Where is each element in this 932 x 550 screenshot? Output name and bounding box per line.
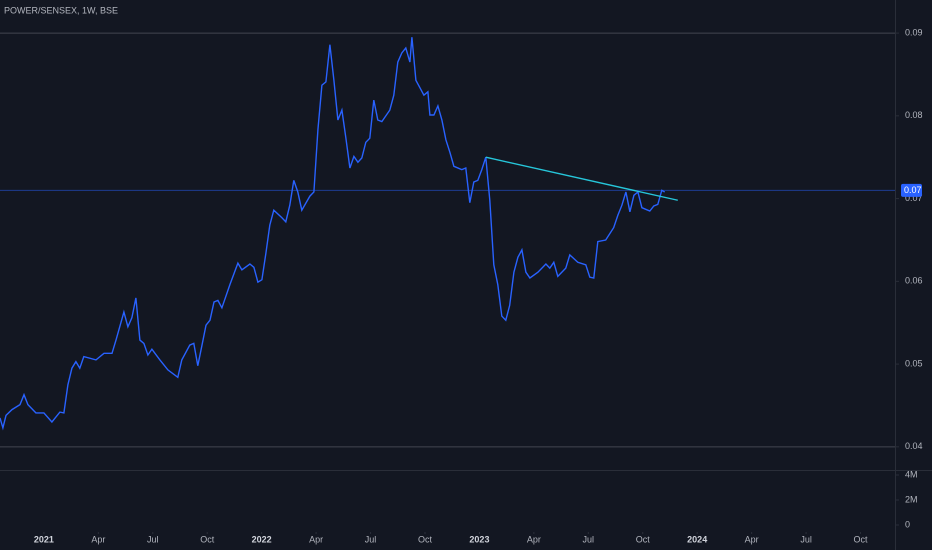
y-tick-label: 0.07 xyxy=(905,193,923,203)
x-tick-label: Oct xyxy=(854,534,869,544)
x-tick-label: Jul xyxy=(800,534,812,544)
x-tick-label: 2021 xyxy=(34,534,54,544)
x-tick-label: 2023 xyxy=(469,534,489,544)
x-tick-label: Oct xyxy=(636,534,651,544)
y-tick-label: 4M xyxy=(905,469,918,479)
y-tick-label: 0.06 xyxy=(905,276,923,286)
chart-title: POWER/SENSEX, 1W, BSE xyxy=(4,5,118,15)
last-price-box xyxy=(901,183,922,197)
x-tick-label: Apr xyxy=(309,534,323,544)
x-tick-label: 2024 xyxy=(687,534,707,544)
y-tick-label: 0.09 xyxy=(905,27,923,37)
trendline xyxy=(485,156,678,201)
x-tick-label: Oct xyxy=(418,534,433,544)
x-tick-label: Apr xyxy=(527,534,541,544)
x-tick-label: Jul xyxy=(147,534,159,544)
x-tick-label: Jul xyxy=(365,534,377,544)
y-tick-label: 0.04 xyxy=(905,441,923,451)
y-tick-label: 0 xyxy=(905,519,910,529)
y-tick-label: 0.05 xyxy=(905,358,923,368)
x-tick-label: Apr xyxy=(91,534,105,544)
y-tick-label: 2M xyxy=(905,494,918,504)
x-tick-label: Oct xyxy=(200,534,215,544)
y-tick-label: 0.08 xyxy=(905,110,923,120)
x-tick-label: Apr xyxy=(745,534,759,544)
price-line xyxy=(0,37,666,431)
x-tick-label: Jul xyxy=(583,534,595,544)
x-tick-label: 2022 xyxy=(252,534,272,544)
last-price-label: 0.07 xyxy=(904,185,922,195)
